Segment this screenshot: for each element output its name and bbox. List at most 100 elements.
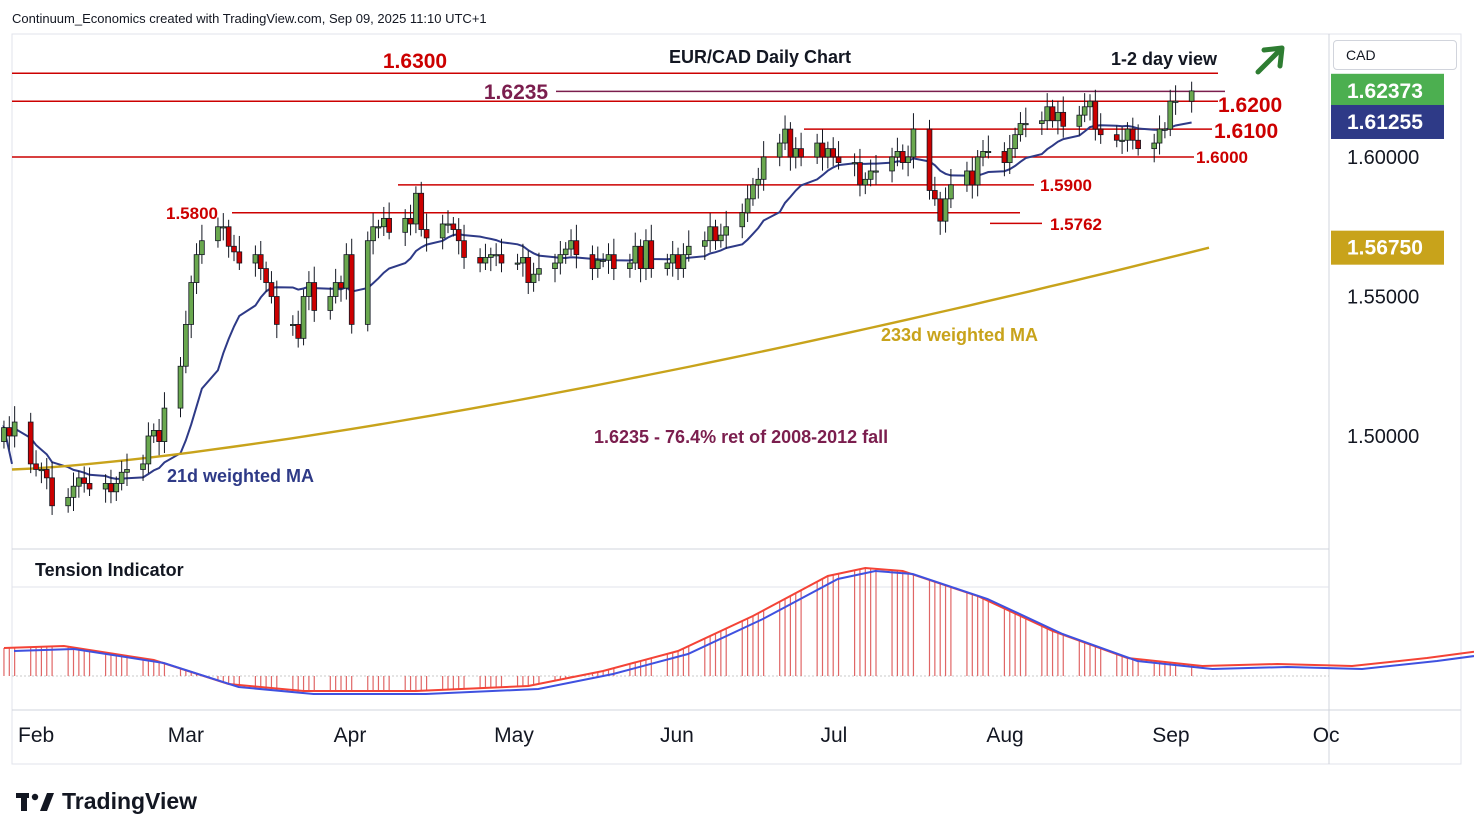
candle (798, 132, 804, 167)
candle-body (969, 170, 976, 186)
ma21-line (2, 121, 1192, 480)
ma233-line (11, 246, 1210, 471)
candle (225, 219, 232, 258)
candle-body (364, 240, 371, 325)
candle (948, 168, 954, 209)
candle-body (113, 483, 120, 493)
candle (905, 145, 911, 177)
candle (942, 187, 949, 233)
candle (380, 206, 387, 236)
price-axis[interactable]: 1.60000 1.55000 1.50000 1.62373 1.61255 1.567… (1331, 73, 1444, 448)
retracement-note: 1.6235 - 76.4% ret of 2008-2012 fall (594, 427, 888, 447)
candle-body (450, 223, 457, 230)
time-axis[interactable]: Feb Mar Apr May Jun Jul Aug Sep Oc (18, 724, 1340, 747)
price-label-badge: 1.56750 (1331, 230, 1444, 265)
candle-body (1097, 128, 1104, 136)
level-label: 1.6235 (484, 81, 549, 104)
tension-indicator-pane (3, 566, 1474, 695)
candle-body (536, 268, 542, 275)
price-label-badge: 1.62373 (1331, 73, 1444, 108)
candle (514, 253, 521, 270)
candle (643, 229, 649, 281)
candle-body (124, 469, 130, 473)
month-tick: Feb (18, 724, 54, 747)
candle (450, 216, 457, 237)
candle (873, 155, 879, 185)
price-tick: 1.50000 (1347, 426, 1419, 448)
candle-body (455, 229, 462, 242)
candle-body (156, 430, 162, 442)
candle-body (525, 257, 532, 283)
candle (1130, 117, 1136, 150)
currency-label[interactable]: CAD (1333, 40, 1457, 70)
candle-body (236, 251, 243, 264)
candle (407, 204, 414, 236)
candle-body (1012, 134, 1018, 150)
candle-body (225, 226, 232, 247)
candle (27, 412, 34, 474)
candle (530, 262, 537, 292)
candle (1172, 85, 1179, 115)
candle (11, 406, 18, 448)
candle (263, 261, 269, 292)
candle (969, 157, 976, 199)
price-badge-value: 1.62373 (1347, 80, 1423, 103)
price-tick: 1.55000 (1347, 287, 1419, 309)
month-tick: Apr (334, 724, 367, 747)
candle-body (273, 296, 280, 325)
candle-body (461, 240, 467, 258)
candle (1135, 124, 1141, 156)
candle-body (932, 190, 938, 200)
candle-body (739, 212, 746, 228)
candle-body (707, 226, 713, 242)
candle-body (1188, 90, 1195, 102)
candle-body (445, 223, 451, 226)
candle (188, 275, 195, 339)
candle-body (1060, 111, 1067, 127)
candle-body (33, 463, 39, 470)
candle (156, 418, 162, 456)
candle (1119, 126, 1125, 154)
candle-body (300, 296, 307, 339)
candle-body (477, 257, 483, 264)
candle (118, 460, 125, 491)
candle (306, 271, 312, 311)
candle (1113, 125, 1120, 148)
candle (193, 243, 200, 294)
candle-body (81, 477, 88, 484)
candle-body (552, 262, 558, 269)
candle-body (343, 254, 350, 289)
candle (140, 454, 146, 481)
candle (445, 210, 451, 234)
candle-body (65, 496, 71, 507)
price-tick: 1.60000 (1347, 147, 1419, 169)
candle-body (1081, 106, 1088, 116)
candle-body (1, 427, 7, 442)
candle (910, 113, 917, 169)
candle-body (1151, 142, 1158, 150)
candle (482, 243, 489, 270)
tradingview-logo-icon (16, 792, 54, 811)
price-badge-value: 1.56750 (1347, 237, 1423, 260)
candle (723, 210, 729, 249)
candle (814, 133, 820, 164)
candle (199, 224, 205, 264)
candle (1156, 115, 1163, 155)
candle (295, 310, 301, 348)
candle (669, 240, 676, 277)
candle (675, 247, 681, 281)
tradingview-brand[interactable]: TradingView (16, 788, 197, 815)
candle-body (514, 262, 521, 265)
candle-body (905, 156, 911, 163)
candle-body (38, 469, 45, 472)
candle (595, 246, 601, 278)
candle (150, 423, 157, 443)
candle (1060, 96, 1067, 138)
candle-body (311, 282, 318, 311)
indicator-slow-line (13, 569, 1474, 695)
candle (49, 461, 55, 515)
candle-body (1049, 106, 1056, 122)
candle-body (1172, 100, 1179, 103)
candle-body (702, 240, 708, 247)
